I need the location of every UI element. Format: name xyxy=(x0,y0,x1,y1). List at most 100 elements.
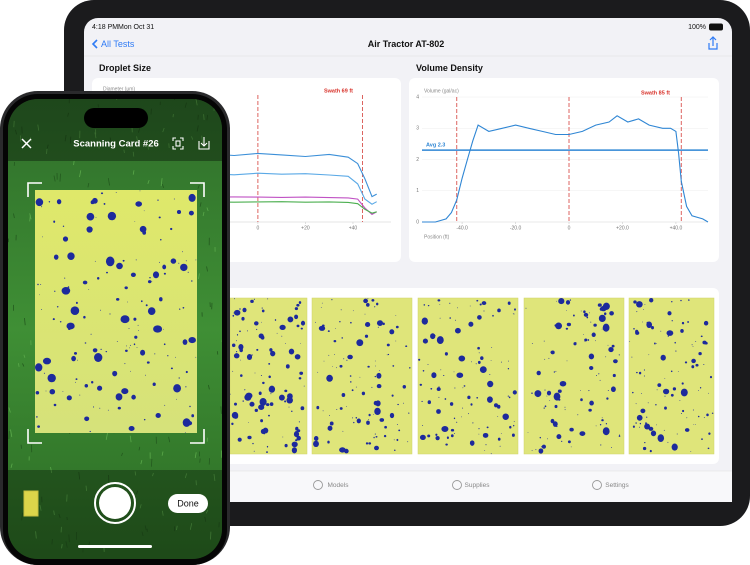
grass-blade xyxy=(58,513,61,519)
grass-blade xyxy=(65,541,68,548)
scanned-card xyxy=(35,190,197,433)
droplet-stain xyxy=(299,371,304,375)
droplet-stain xyxy=(664,378,666,380)
droplet-stain xyxy=(195,356,197,358)
droplet-stain xyxy=(553,351,555,353)
y-tick-label: 0 xyxy=(416,219,419,225)
tabs: Models Supplies Settings xyxy=(313,480,629,490)
droplet-stain xyxy=(244,393,252,401)
tab-label[interactable]: Supplies xyxy=(465,482,491,489)
droplet-stain xyxy=(39,294,40,296)
droplet-stain xyxy=(610,447,612,448)
droplet-stain xyxy=(672,387,677,391)
droplet-stain xyxy=(282,436,284,438)
droplet-stain xyxy=(544,389,546,391)
tab-label[interactable]: Settings xyxy=(605,482,629,489)
done-label[interactable]: Done xyxy=(177,498,199,508)
tab-icon[interactable] xyxy=(313,480,323,490)
done-button[interactable] xyxy=(168,494,208,513)
droplet-stain xyxy=(600,444,602,446)
nav-title: Air Tractor AT-802 xyxy=(368,39,445,49)
droplet-stain xyxy=(600,305,607,312)
droplet-stain xyxy=(405,345,408,348)
droplet-stain xyxy=(329,415,330,417)
tab-label[interactable]: Models xyxy=(328,482,350,489)
droplet-stain xyxy=(636,371,638,374)
droplet-stain xyxy=(346,406,347,407)
droplet-stain xyxy=(109,313,111,315)
droplet-stain xyxy=(45,390,47,392)
droplet-stain xyxy=(256,328,258,331)
share-arrow xyxy=(709,36,717,46)
droplet-stain xyxy=(270,350,276,357)
droplet-stain xyxy=(702,340,707,345)
droplet-stain xyxy=(163,328,164,330)
droplet-stain xyxy=(559,380,567,387)
shutter-button[interactable] xyxy=(99,487,131,519)
grass-blade xyxy=(87,183,90,188)
droplet-stain xyxy=(500,433,502,434)
droplet-stain xyxy=(436,409,441,414)
droplet-stain xyxy=(274,319,277,321)
droplet-stain xyxy=(392,365,395,367)
droplet-stain xyxy=(185,370,188,374)
droplet-stain xyxy=(315,321,317,323)
back-chevron[interactable] xyxy=(91,39,98,49)
share-button[interactable] xyxy=(708,36,718,50)
droplet-stain xyxy=(75,378,78,380)
droplet-stain xyxy=(441,425,449,433)
droplet-stain xyxy=(317,371,319,373)
droplet-stain xyxy=(470,403,473,406)
droplet-stain xyxy=(478,352,480,354)
droplet-stain xyxy=(663,429,665,431)
corner xyxy=(27,182,42,197)
droplet-stain xyxy=(572,314,575,317)
grass-blade xyxy=(176,525,178,531)
droplet-stain xyxy=(402,385,407,389)
droplet-stain xyxy=(489,373,491,375)
grass-blade xyxy=(202,211,205,217)
shutter-ring[interactable] xyxy=(94,482,136,524)
droplet-stain xyxy=(561,440,563,443)
spray-card[interactable] xyxy=(229,297,308,455)
droplet-stain xyxy=(115,192,117,194)
scan-mode-button[interactable] xyxy=(172,137,184,150)
droplet-stain xyxy=(238,344,244,350)
droplet-stain xyxy=(556,434,562,440)
back-button[interactable]: All Tests xyxy=(101,39,135,49)
droplet-stain xyxy=(92,348,98,353)
droplet-stain xyxy=(649,449,652,453)
droplet-stain xyxy=(303,385,305,387)
droplet-stain xyxy=(339,321,341,323)
droplet-stain xyxy=(139,190,141,192)
droplet-stain xyxy=(490,360,492,362)
droplet-stain xyxy=(371,386,373,388)
droplet-stain xyxy=(67,286,70,288)
spray-card[interactable] xyxy=(628,297,715,455)
grass-blade xyxy=(59,173,61,182)
droplet-stain xyxy=(656,424,657,426)
droplet-stain xyxy=(680,328,684,333)
droplet-stain xyxy=(36,416,38,418)
droplet-stain xyxy=(340,309,342,311)
droplet-stain xyxy=(555,322,563,330)
droplet-stain xyxy=(450,428,455,432)
spray-card[interactable] xyxy=(311,297,413,455)
droplet-stain xyxy=(359,376,361,378)
droplet-stain xyxy=(66,395,72,401)
droplet-stain xyxy=(125,349,128,352)
last-scan-thumbnail[interactable] xyxy=(23,490,39,517)
droplet-stain xyxy=(84,384,89,388)
droplet-stain xyxy=(636,414,643,421)
droplet-stain xyxy=(682,409,685,413)
droplet-stain xyxy=(188,210,194,216)
droplet-stain xyxy=(472,422,474,424)
save-button[interactable] xyxy=(198,137,210,150)
close-button[interactable] xyxy=(21,138,32,149)
droplet-stain xyxy=(232,370,234,372)
droplet-stain xyxy=(328,354,330,356)
droplet-stain xyxy=(692,409,694,411)
droplet-stain xyxy=(178,262,180,264)
tab-icon[interactable] xyxy=(452,480,462,490)
tab-icon[interactable] xyxy=(592,480,602,490)
